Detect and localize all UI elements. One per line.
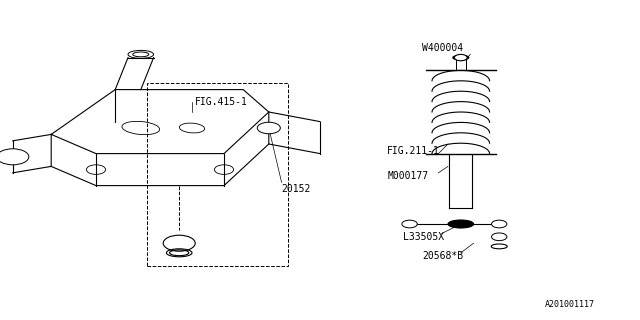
Circle shape (163, 235, 195, 251)
Text: A201001117: A201001117 (545, 300, 595, 309)
Circle shape (402, 220, 417, 228)
Text: M000177: M000177 (387, 171, 428, 181)
Bar (147, 83, 288, 266)
Text: W400004: W400004 (422, 43, 463, 53)
Text: L33505X: L33505X (403, 232, 444, 242)
Text: 20152: 20152 (282, 184, 311, 194)
Circle shape (492, 220, 507, 228)
Text: FIG.415-1: FIG.415-1 (195, 97, 248, 108)
Circle shape (0, 149, 29, 165)
Text: 20568*B: 20568*B (422, 251, 463, 261)
Circle shape (257, 122, 280, 134)
Text: FIG.211-1: FIG.211-1 (387, 146, 440, 156)
Ellipse shape (448, 220, 474, 228)
Circle shape (492, 233, 507, 241)
Circle shape (454, 54, 467, 61)
Ellipse shape (453, 55, 468, 60)
